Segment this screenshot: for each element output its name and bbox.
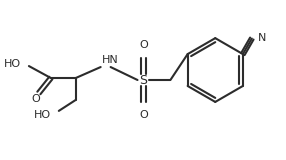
Text: O: O bbox=[31, 94, 40, 104]
Text: HO: HO bbox=[34, 110, 51, 120]
Text: N: N bbox=[258, 33, 266, 43]
Text: HO: HO bbox=[4, 59, 21, 69]
Text: HN: HN bbox=[102, 55, 118, 65]
Text: S: S bbox=[140, 73, 148, 87]
Text: O: O bbox=[139, 110, 148, 120]
Text: O: O bbox=[139, 40, 148, 50]
